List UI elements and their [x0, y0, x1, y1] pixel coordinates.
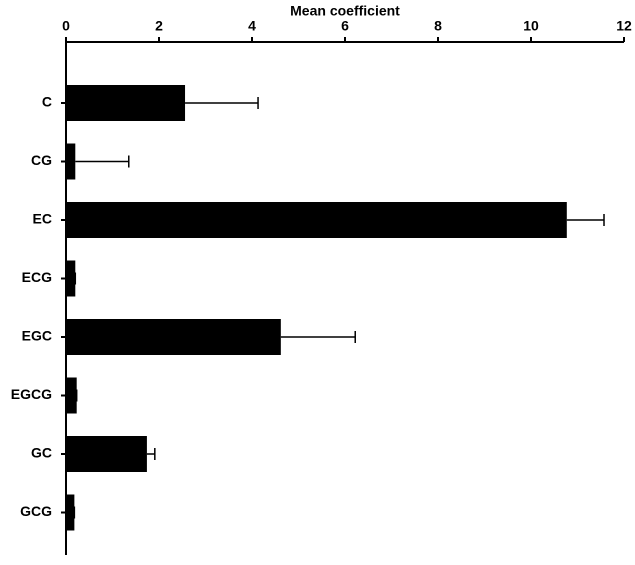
y-tick-label: EC: [33, 211, 52, 227]
error-bar: [566, 214, 605, 226]
bar: [66, 260, 76, 297]
error-bar-line: [75, 155, 130, 168]
x-tick-label: 6: [341, 18, 349, 34]
y-tick-label: EGC: [22, 328, 52, 344]
error-bar: [75, 155, 130, 168]
bar: [66, 377, 77, 414]
y-tick-label: EGCG: [11, 386, 52, 402]
error-bar: [280, 331, 356, 343]
y-tick-label: ECG: [22, 269, 52, 285]
error-bar-line: [146, 448, 156, 460]
bar: [66, 202, 567, 238]
error-bar: [146, 448, 156, 460]
x-tick-label: 4: [248, 18, 256, 34]
x-tick-label: 10: [523, 18, 539, 34]
x-tick-label: 8: [434, 18, 442, 34]
bar: [66, 85, 186, 121]
x-tick-label: 12: [616, 18, 632, 34]
x-tick-label: 2: [155, 18, 163, 34]
error-bar: [185, 97, 259, 109]
axis-title: Mean coefficient: [290, 3, 400, 19]
bar: [66, 494, 75, 531]
bar: [66, 319, 281, 355]
error-bar-line: [185, 97, 259, 109]
y-tick-label: CG: [31, 152, 52, 168]
x-tick-label: 0: [62, 18, 70, 34]
error-bar-line: [566, 214, 605, 226]
error-bar-line: [280, 331, 356, 343]
y-tick-label: GCG: [20, 503, 52, 519]
y-tick-label: C: [42, 94, 52, 110]
bar: [66, 143, 76, 180]
y-tick-label: GC: [31, 445, 52, 461]
bar: [66, 436, 147, 472]
